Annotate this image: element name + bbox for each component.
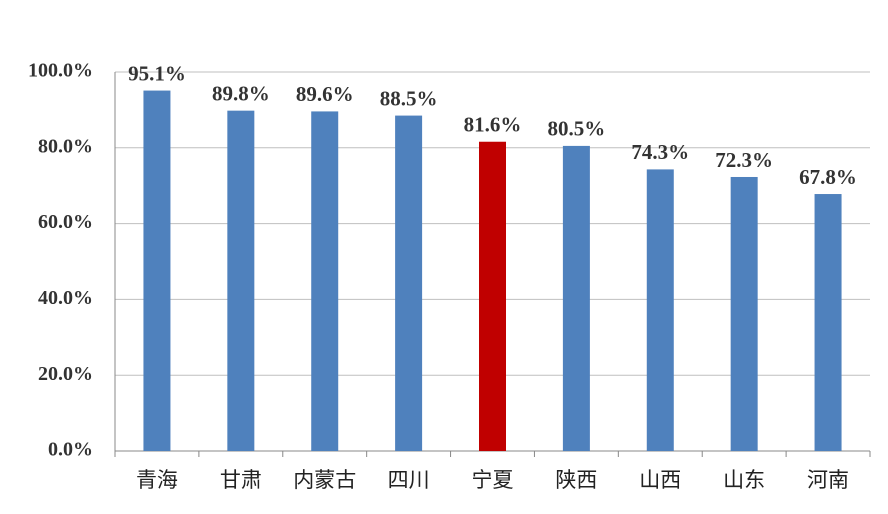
bar (311, 111, 339, 451)
x-tick-label: 甘肃 (220, 468, 262, 492)
y-tick-label: 40.0% (38, 287, 93, 309)
x-tick-label: 四川 (388, 468, 430, 492)
value-label: 89.6% (296, 82, 354, 106)
bar (227, 110, 255, 452)
value-label: 81.6% (464, 113, 522, 137)
bar (479, 141, 506, 451)
x-tick-label: 山西 (639, 468, 681, 492)
value-label: 74.3% (631, 140, 689, 164)
x-tick-label: 青海 (136, 468, 178, 492)
y-tick-label: 20.0% (38, 363, 93, 385)
y-tick-label: 0.0% (48, 439, 93, 461)
value-label: 95.1% (128, 61, 186, 85)
x-tick-label: 内蒙古 (293, 468, 356, 492)
x-tick-label: 陕西 (555, 468, 597, 492)
x-tick-label: 山东 (723, 468, 765, 492)
bar (646, 169, 674, 451)
y-tick-label: 100.0% (28, 60, 93, 82)
value-label: 80.5% (548, 117, 606, 141)
x-tick-label: 河南 (807, 468, 849, 492)
value-label: 88.5% (380, 86, 438, 110)
y-tick-label: 60.0% (38, 211, 93, 233)
y-tick-label: 80.0% (38, 135, 93, 157)
value-label: 72.3% (715, 148, 773, 172)
bar (814, 194, 842, 451)
bar (562, 145, 590, 451)
value-label: 89.8% (212, 81, 270, 105)
bar (730, 176, 758, 451)
bar (143, 90, 171, 452)
value-label: 67.8% (799, 165, 857, 189)
x-tick-label: 宁夏 (472, 468, 514, 492)
bar (395, 115, 423, 452)
